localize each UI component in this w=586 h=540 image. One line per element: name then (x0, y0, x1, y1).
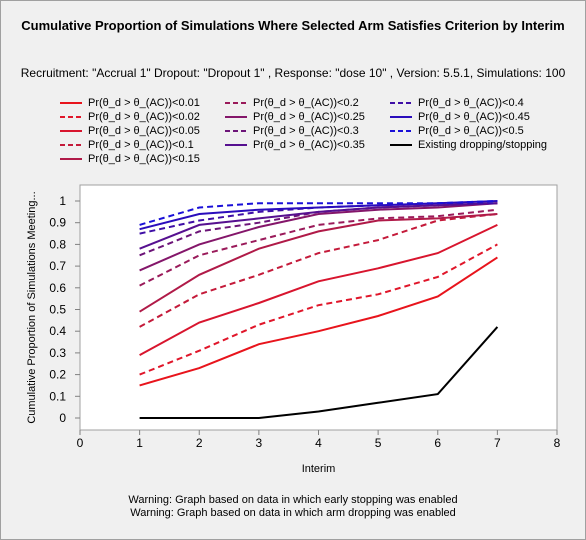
legend-entry-2: Pr(θ_d > θ_(AC))<0.02 (60, 110, 200, 124)
legend-entry-4: Pr(θ_d > θ_(AC))<0.1 (60, 138, 194, 152)
legend-swatch (60, 130, 82, 132)
legend-label: Pr(θ_d > θ_(AC))<0.02 (88, 111, 200, 123)
legend-entry-8: Pr(θ_d > θ_(AC))<0.3 (225, 124, 359, 138)
y-tick-label: 0.3 (49, 346, 66, 360)
legend-entry-7: Pr(θ_d > θ_(AC))<0.25 (225, 110, 365, 124)
series-line-4 (139, 213, 498, 328)
legend-swatch (225, 144, 247, 146)
chart-title: Cumulative Proportion of Simulations Whe… (21, 18, 565, 33)
legend-entry-9: Pr(θ_d > θ_(AC))<0.35 (225, 138, 365, 152)
legend-label: Pr(θ_d > θ_(AC))<0.5 (418, 125, 524, 137)
series-line-3 (139, 223, 498, 356)
legend-entry-10: Pr(θ_d > θ_(AC))<0.4 (390, 96, 524, 110)
plot-area (79, 184, 558, 431)
legend-swatch (390, 144, 412, 146)
x-tick-label: 5 (375, 436, 382, 450)
legend-entry-6: Pr(θ_d > θ_(AC))<0.2 (225, 96, 359, 110)
legend-entry-12: Pr(θ_d > θ_(AC))<0.5 (390, 124, 524, 138)
y-tick-label: 0.8 (49, 237, 66, 251)
x-tick-label: 2 (196, 436, 203, 450)
legend-label: Pr(θ_d > θ_(AC))<0.15 (88, 153, 200, 165)
y-tick-label: 0.7 (49, 259, 66, 273)
legend-label: Pr(θ_d > θ_(AC))<0.3 (253, 125, 359, 137)
legend-label: Pr(θ_d > θ_(AC))<0.1 (88, 139, 194, 151)
y-tick-label: 0.9 (49, 216, 66, 230)
legend-swatch (60, 116, 82, 118)
y-tick-label: 0.4 (49, 324, 66, 338)
legend-label: Pr(θ_d > θ_(AC))<0.05 (88, 125, 200, 137)
x-tick-label: 4 (315, 436, 322, 450)
legend-entry-11: Pr(θ_d > θ_(AC))<0.45 (390, 110, 530, 124)
y-axis-label: Cumulative Proportion of Simulations Mee… (26, 191, 38, 423)
x-tick-label: 8 (554, 436, 561, 450)
legend-swatch (225, 116, 247, 118)
y-tick-label: 0.2 (49, 368, 66, 382)
series-line-12 (139, 200, 498, 226)
y-tick-label: 0.5 (49, 303, 66, 317)
x-tick-label: 0 (77, 436, 84, 450)
legend-entry-5: Pr(θ_d > θ_(AC))<0.15 (60, 152, 200, 166)
series-line-1 (139, 256, 498, 387)
series-line-7 (139, 202, 498, 272)
y-tick-label: 0 (59, 411, 66, 425)
legend-label: Pr(θ_d > θ_(AC))<0.4 (418, 97, 524, 109)
legend-label: Pr(θ_d > θ_(AC))<0.2 (253, 97, 359, 109)
legend-swatch (225, 130, 247, 132)
legend-swatch (225, 102, 247, 104)
x-axis-label: Interim (302, 463, 336, 475)
legend-label: Pr(θ_d > θ_(AC))<0.35 (253, 139, 365, 151)
y-tick-label: 0.1 (49, 389, 66, 403)
warnings: Warning: Graph based on data in which ea… (0, 494, 586, 520)
legend-swatch (60, 102, 82, 104)
legend-label: Existing dropping/stopping (418, 139, 548, 151)
legend-swatch (390, 116, 412, 118)
y-tick-label: 0.6 (49, 281, 66, 295)
chart-subtitle: Recruitment: "Accrual 1" Dropout: "Dropo… (20, 66, 566, 80)
warning-early-stopping: Warning: Graph based on data in which ea… (128, 494, 458, 506)
legend-entry-1: Pr(θ_d > θ_(AC))<0.01 (60, 96, 200, 110)
series-line-5 (139, 213, 498, 313)
x-tick-label: 3 (256, 436, 263, 450)
x-tick-label: 6 (434, 436, 441, 450)
legend-swatch (390, 130, 412, 132)
legend-swatch (390, 102, 412, 104)
legend-label: Pr(θ_d > θ_(AC))<0.25 (253, 111, 365, 123)
x-tick-label: 7 (494, 436, 501, 450)
legend-entry-3: Pr(θ_d > θ_(AC))<0.05 (60, 124, 200, 138)
y-tick-label: 1 (59, 194, 66, 208)
x-tick-label: 1 (136, 436, 143, 450)
legend-swatch (60, 158, 82, 160)
series-line-2 (139, 243, 498, 376)
series-line-9 (139, 202, 498, 250)
chart-legend: Pr(θ_d > θ_(AC))<0.01 Pr(θ_d > θ_(AC))<0.… (60, 96, 560, 170)
legend-swatch (60, 144, 82, 146)
legend-label: Pr(θ_d > θ_(AC))<0.45 (418, 111, 530, 123)
legend-label: Pr(θ_d > θ_(AC))<0.01 (88, 97, 200, 109)
warning-arm-dropping: Warning: Graph based on data in which ar… (130, 507, 456, 519)
series-line-13 (139, 326, 499, 419)
legend-entry-13: Existing dropping/stopping (390, 138, 547, 152)
